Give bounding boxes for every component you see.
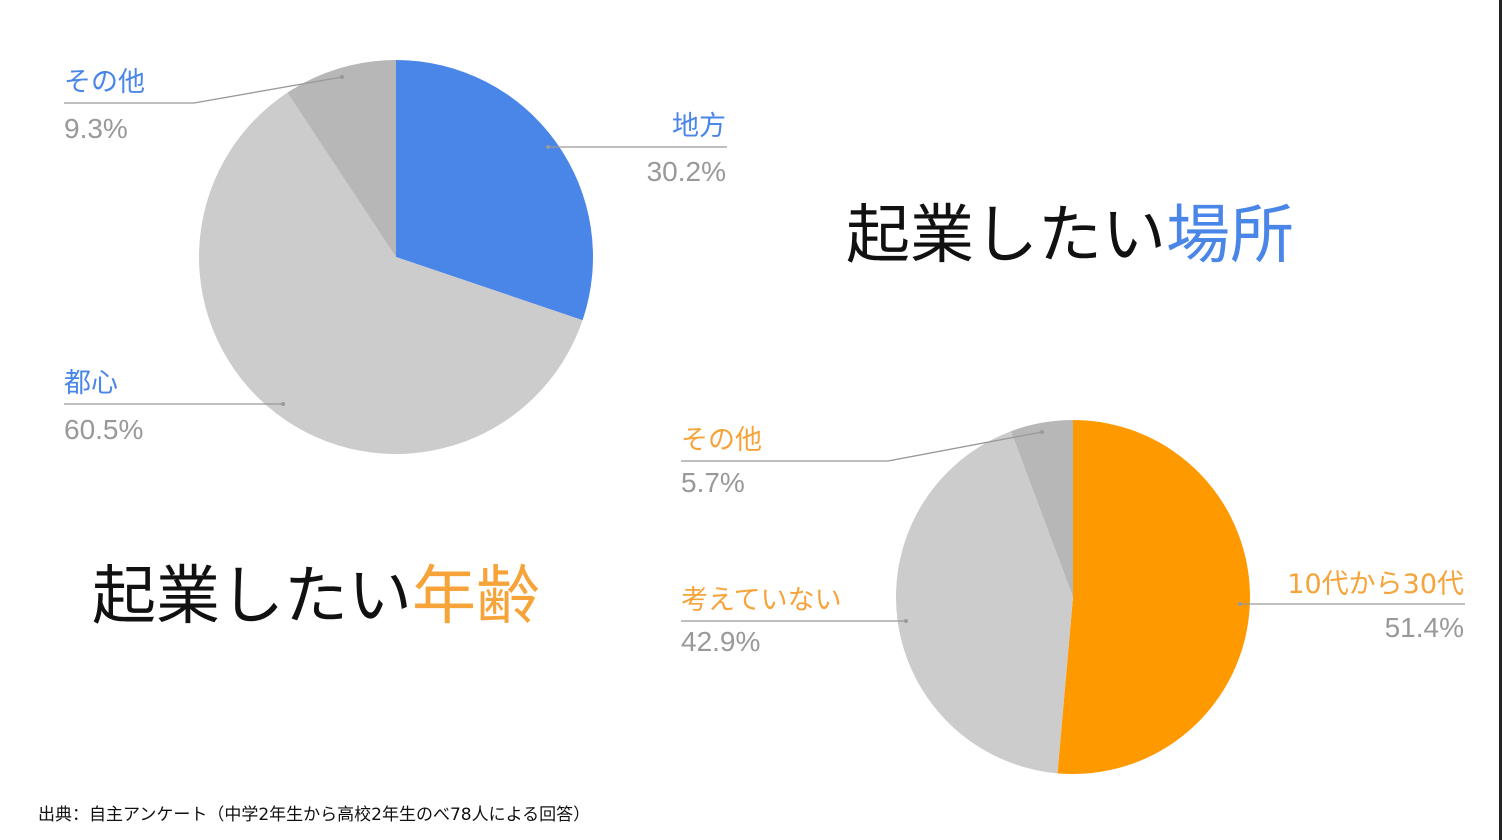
- leader-line: [681, 431, 1043, 462]
- leader-dot: [904, 619, 908, 623]
- slice-label-group-1-2: 都心 60.5%: [64, 368, 285, 445]
- leader-dot: [1040, 430, 1044, 434]
- slice-name-label: 都心: [64, 368, 118, 399]
- pie-chart-1: 地方 30.2% 都心 60.5% その他 9.3%: [64, 60, 727, 454]
- pie-slice-2-3: [1010, 420, 1073, 597]
- source-note: 出典：自主アンケート（中学2年生から高校2年生のべ78人による回答）: [38, 805, 591, 825]
- slice-label-group-2-1: 10代から30代 51.4%: [1238, 569, 1465, 643]
- pie-slice-2-2: [895, 431, 1073, 774]
- slice-name-label: 地方: [672, 111, 726, 142]
- slice-label-group-1-3: その他 9.3%: [64, 67, 344, 144]
- slice-label-group-1-1: 地方 30.2%: [546, 111, 727, 187]
- slide-edge: [1499, 0, 1502, 840]
- leader-dot: [340, 75, 344, 79]
- pie-slice-1-2: [199, 92, 583, 454]
- slice-label-group-2-3: その他 5.7%: [681, 425, 1044, 498]
- slice-value-label: 9.3%: [64, 113, 128, 144]
- pie-slice-1-1: [396, 60, 593, 321]
- slice-value-label: 42.9%: [681, 626, 760, 657]
- leader-dot: [546, 145, 550, 149]
- slice-name-label: 考えていない: [681, 585, 842, 616]
- slice-value-label: 5.7%: [681, 467, 745, 498]
- headline-place-accent: 場所: [1166, 199, 1294, 273]
- slice-label-group-2-2: 考えていない 42.9%: [681, 585, 908, 657]
- leader-line: [64, 76, 343, 104]
- pie-chart-2: 10代から30代 51.4% 考えていない 42.9% その他 5.7%: [681, 420, 1465, 774]
- pie-slice-1-3: [287, 60, 396, 257]
- headline-place-prefix: 起業したい: [846, 199, 1166, 273]
- slice-value-label: 60.5%: [64, 414, 143, 445]
- slice-value-label: 30.2%: [647, 156, 726, 187]
- headline-place: 起業したい場所: [846, 204, 1294, 268]
- slice-value-label: 51.4%: [1385, 612, 1464, 643]
- leader-dot: [1238, 602, 1242, 606]
- pie-slice-2-1: [1057, 420, 1250, 774]
- headline-age: 起業したい年齢: [92, 565, 540, 629]
- slice-name-label: 10代から30代: [1287, 569, 1464, 600]
- leader-dot: [281, 402, 285, 406]
- slice-name-label: その他: [64, 67, 145, 98]
- slice-name-label: その他: [681, 425, 762, 456]
- headline-age-prefix: 起業したい: [92, 560, 412, 634]
- headline-age-accent: 年齢: [412, 560, 540, 634]
